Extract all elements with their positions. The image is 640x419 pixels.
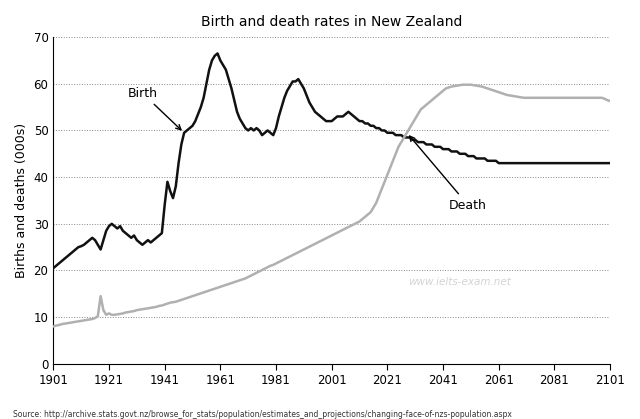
Title: Birth and death rates in New Zealand: Birth and death rates in New Zealand <box>201 15 462 29</box>
Y-axis label: Births and deaths (000s): Births and deaths (000s) <box>15 123 28 278</box>
Text: Birth: Birth <box>127 87 181 130</box>
Text: Death: Death <box>410 136 487 212</box>
Text: www.ielts-exam.net: www.ielts-exam.net <box>408 277 511 287</box>
Text: Source: http://archive.stats.govt.nz/browse_for_stats/population/estimates_and_p: Source: http://archive.stats.govt.nz/bro… <box>13 410 511 419</box>
